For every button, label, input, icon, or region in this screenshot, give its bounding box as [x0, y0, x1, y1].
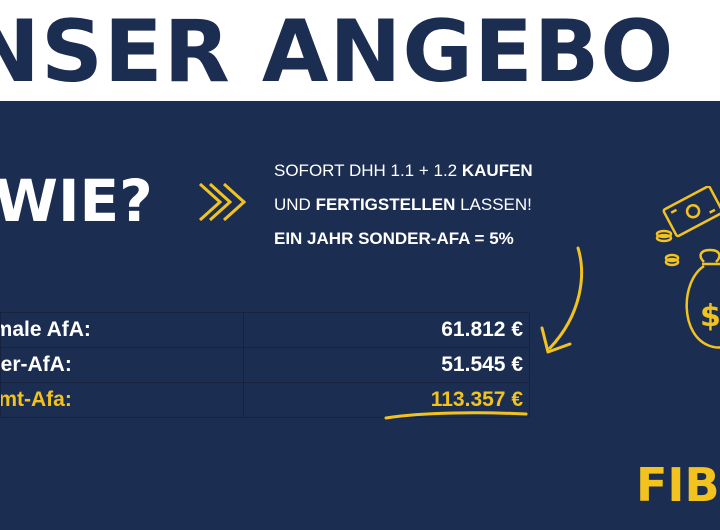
curved-arrow-icon	[540, 246, 584, 354]
money-bag-icon: $	[655, 186, 720, 349]
underline-stroke	[384, 411, 528, 420]
row-label: nder-AfA:	[0, 353, 72, 376]
row-label: samt-Afa:	[0, 388, 72, 411]
offer-line-2: UND FERTIGSTELLEN LASSEN!	[274, 190, 533, 224]
brand-logo-text: FIB	[636, 458, 720, 512]
offer-line-1: SOFORT DHH 1.1 + 1.2 KAUFEN	[274, 156, 533, 190]
headline-band: NSER ANGEBO	[0, 0, 720, 101]
offer-line-3: EIN JAHR SONDER-AFA = 5%	[274, 224, 533, 258]
banknote-icon	[662, 186, 720, 238]
offer-line-2-emphasis: FERTIGSTELLEN	[315, 195, 456, 214]
afa-table: mmale AfA: 61.812 € nder-AfA: 51.545 € s…	[0, 312, 531, 418]
table-row: mmale AfA: 61.812 €	[0, 312, 531, 348]
offer-text: SOFORT DHH 1.1 + 1.2 KAUFEN UND FERTIGST…	[274, 156, 533, 258]
double-chevron-right-icon	[198, 182, 247, 222]
coins-icon	[655, 229, 680, 267]
row-value: 51.545 €	[242, 347, 531, 383]
svg-text:$: $	[700, 299, 720, 334]
headline: NSER ANGEBO	[0, 2, 675, 101]
offer-line-1-text: SOFORT DHH 1.1 + 1.2	[274, 161, 462, 180]
offer-line-1-emphasis: KAUFEN	[461, 161, 533, 180]
question-heading: WIE?	[0, 167, 153, 235]
row-value: 61.812 €	[242, 312, 531, 348]
table-row: nder-AfA: 51.545 €	[0, 347, 531, 383]
offer-line-2-text: UND	[274, 195, 316, 214]
offer-line-2-suffix: LASSEN!	[455, 195, 532, 214]
row-label: mmale AfA:	[1, 318, 91, 341]
offer-line-3-emphasis: EIN JAHR SONDER-AFA = 5%	[274, 229, 514, 248]
